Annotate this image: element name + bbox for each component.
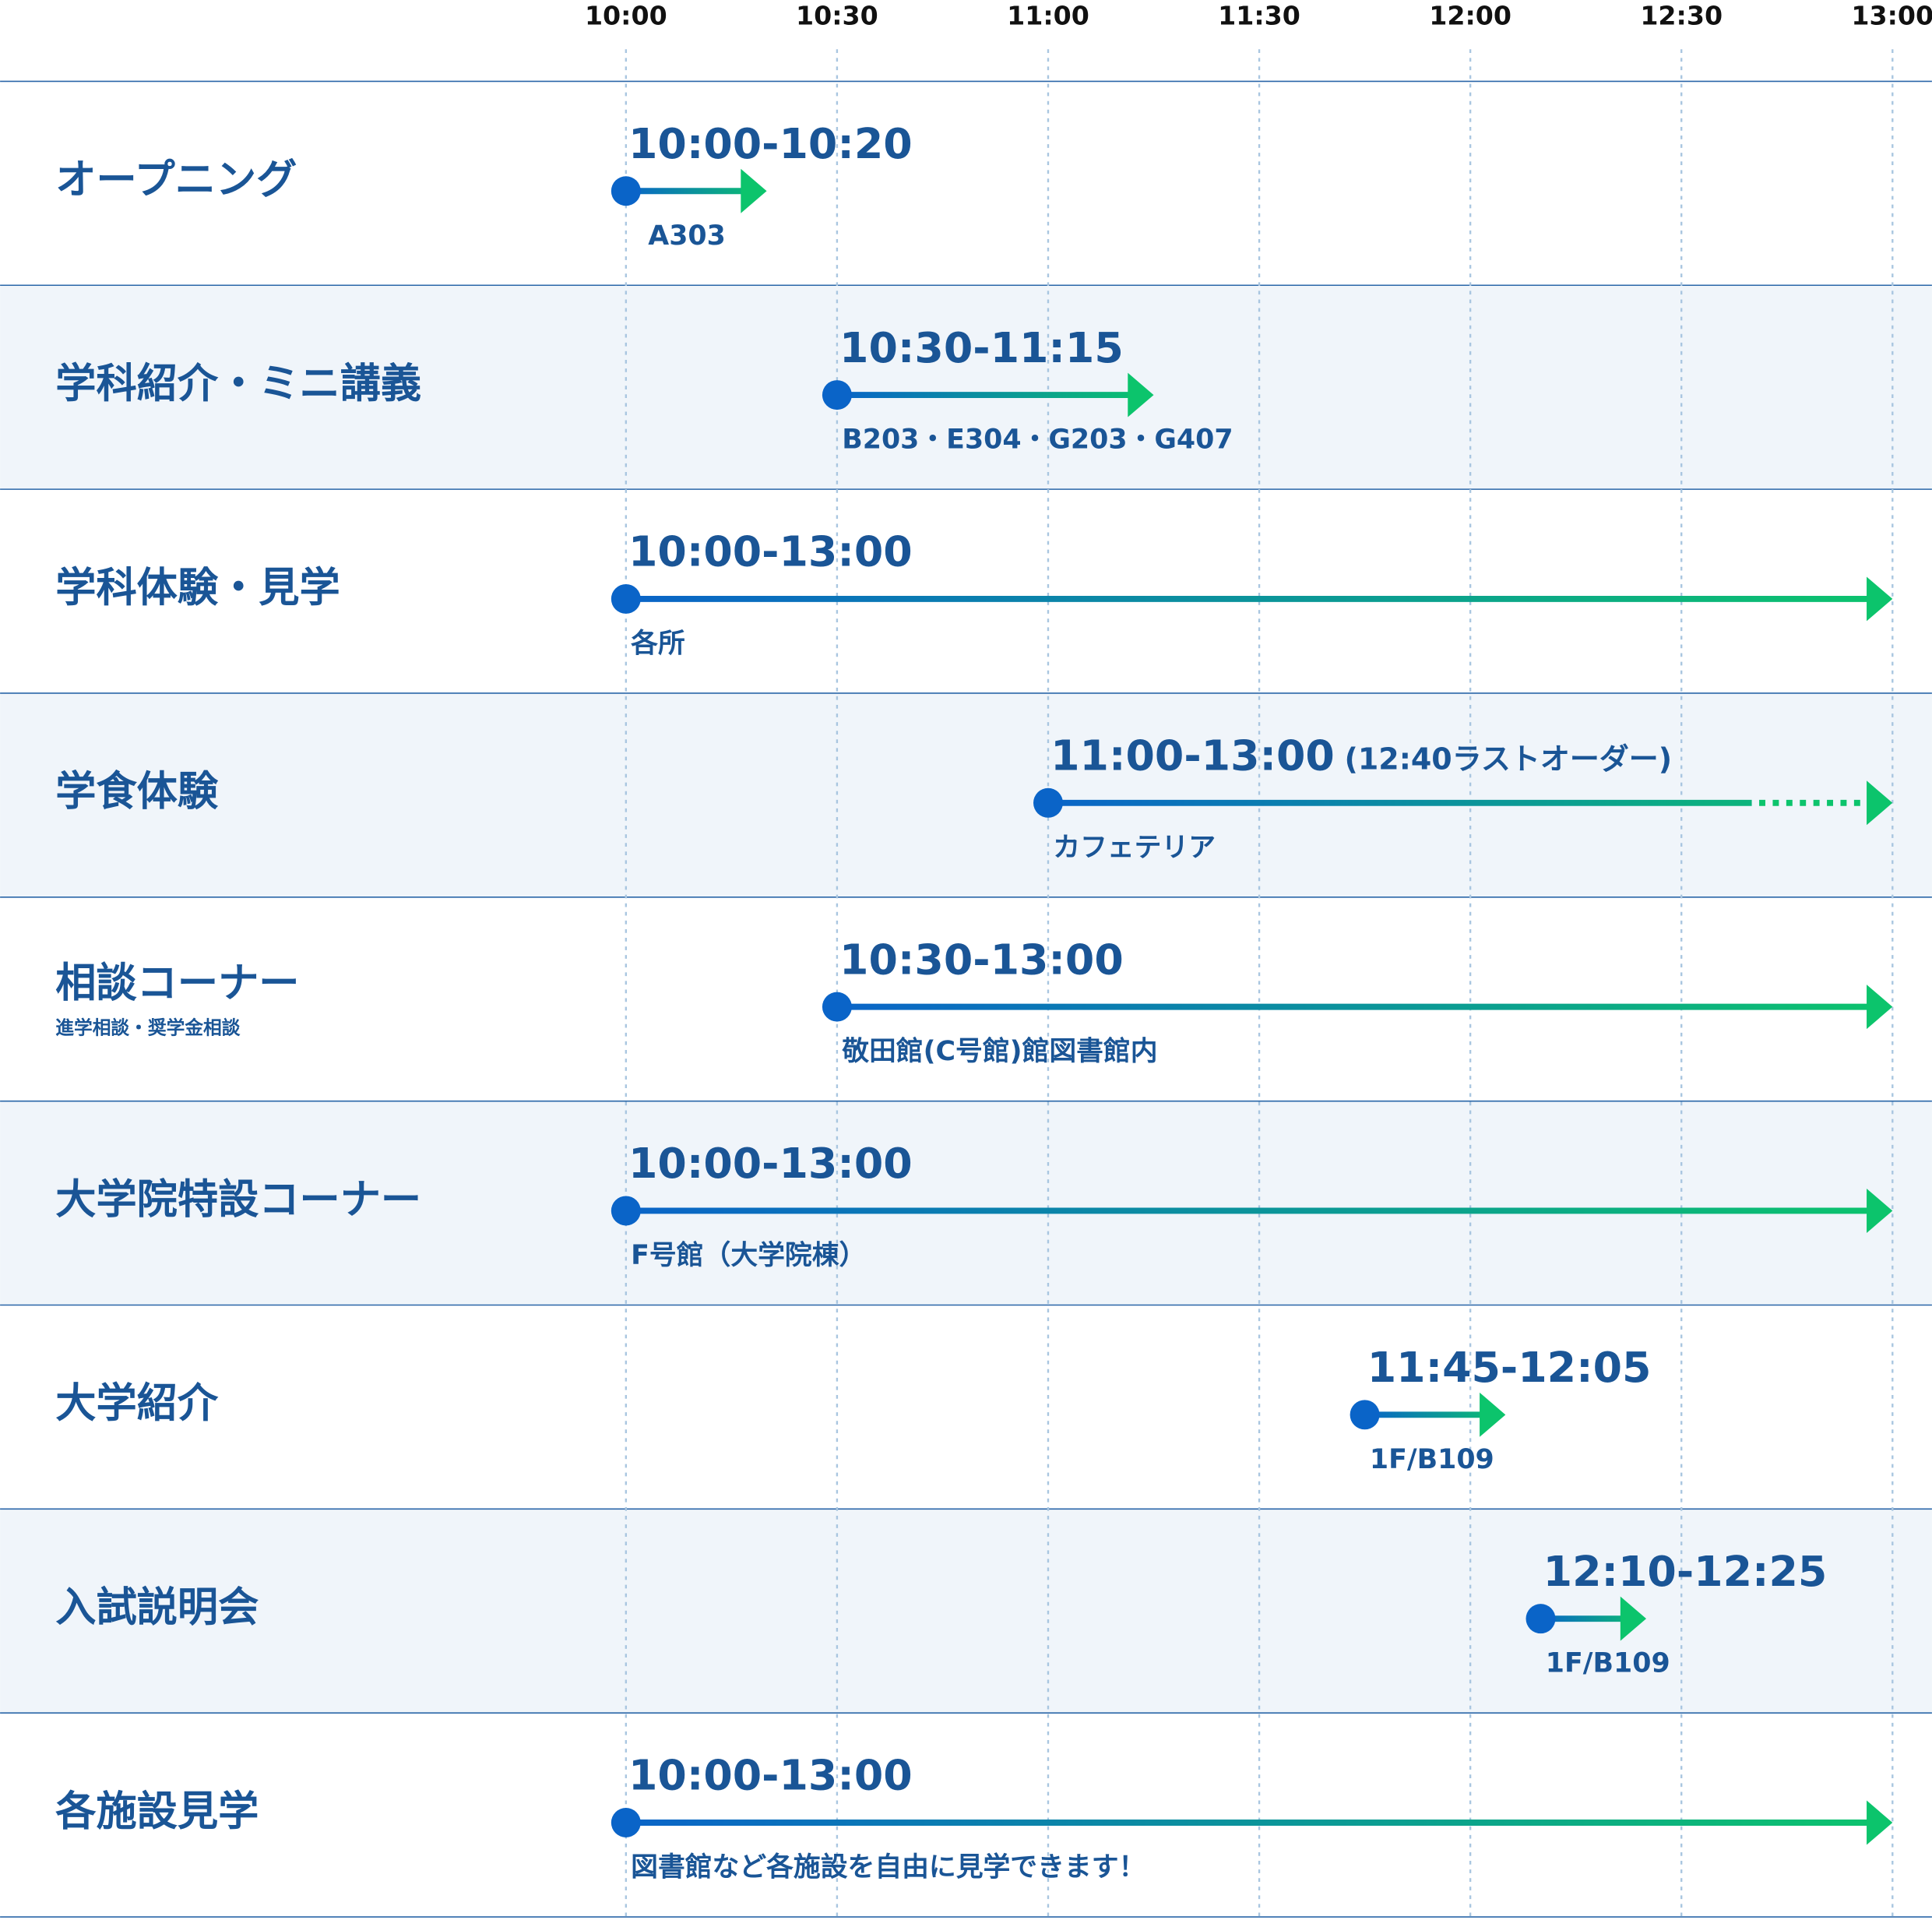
arrow-head (1867, 1188, 1893, 1233)
time-range: 12:10-12:25 (1543, 1547, 1828, 1596)
row-bg (0, 1509, 1932, 1714)
row-label: 各施設見学 (55, 1788, 259, 1835)
place: 1F/B109 (1546, 1648, 1670, 1679)
time-range: 10:00-13:00 (628, 1139, 913, 1188)
arrow-head (1480, 1392, 1506, 1437)
row-label: 大学院特設コーナー (55, 1176, 421, 1223)
time-range: 11:00-13:00 (1050, 731, 1335, 780)
row-bg (0, 1101, 1932, 1305)
start-dot (1033, 787, 1063, 818)
place: 各所 (631, 627, 685, 659)
row-label: オープニング (55, 157, 297, 203)
time-tick-label: 10:00 (585, 1, 667, 31)
time-tick-label: 10:30 (796, 1, 878, 31)
row-sublabel: 進学相談・奨学金相談 (55, 1017, 240, 1039)
start-dot (1350, 1400, 1380, 1430)
place: F号館（大学院棟） (631, 1239, 866, 1271)
time-range: 10:00-13:00 (628, 1751, 913, 1800)
arrow-head (1867, 780, 1893, 826)
time-range: 11:45-12:05 (1367, 1343, 1652, 1392)
time-range: 10:00-10:20 (628, 119, 913, 168)
arrow-head (741, 168, 767, 213)
start-dot (611, 1196, 641, 1226)
start-dot (611, 583, 641, 614)
row-bg (0, 692, 1932, 897)
place: 敬田館(C号館)館図書館内 (841, 1035, 1157, 1067)
time-range: 10:00-13:00 (628, 527, 913, 576)
time-tick-label: 12:30 (1640, 1, 1723, 31)
row-label: 学科紹介・ミニ講義 (55, 361, 421, 407)
start-dot (611, 176, 641, 206)
arrow-head (1128, 372, 1154, 417)
start-dot (822, 992, 852, 1022)
time-range: 10:30-11:15 (839, 323, 1124, 372)
arrow-head (1620, 1596, 1647, 1641)
row-label: 学科体験・見学 (55, 565, 340, 611)
row-label: 大学紹介 (55, 1380, 219, 1427)
row-label: 相談コーナー (55, 960, 299, 1007)
start-dot (611, 1808, 641, 1837)
place: 1F/B109 (1370, 1444, 1494, 1475)
place: B203・E304・G203・G407 (842, 425, 1233, 456)
time-tick-label: 11:30 (1218, 1, 1300, 31)
time-range: 10:30-13:00 (839, 935, 1124, 984)
time-tick-label: 11:00 (1007, 1, 1089, 31)
start-dot (1526, 1604, 1556, 1634)
row-label: 入試説明会 (55, 1584, 259, 1631)
start-dot (822, 380, 852, 410)
place: カフェテリア (1053, 832, 1216, 863)
arrow-head (1867, 1800, 1893, 1845)
row-bg (0, 285, 1932, 490)
time-tick-label: 12:00 (1429, 1, 1511, 31)
row-label: 学食体験 (55, 769, 219, 816)
arrow-head (1867, 576, 1893, 622)
place: A303 (648, 220, 726, 252)
time-note: (12:40ラストオーダー) (1345, 742, 1673, 776)
arrow-head (1867, 985, 1893, 1030)
place: 図書館など各施設を自由に見学できます！ (631, 1851, 1145, 1883)
time-tick-label: 13:00 (1851, 1, 1932, 31)
